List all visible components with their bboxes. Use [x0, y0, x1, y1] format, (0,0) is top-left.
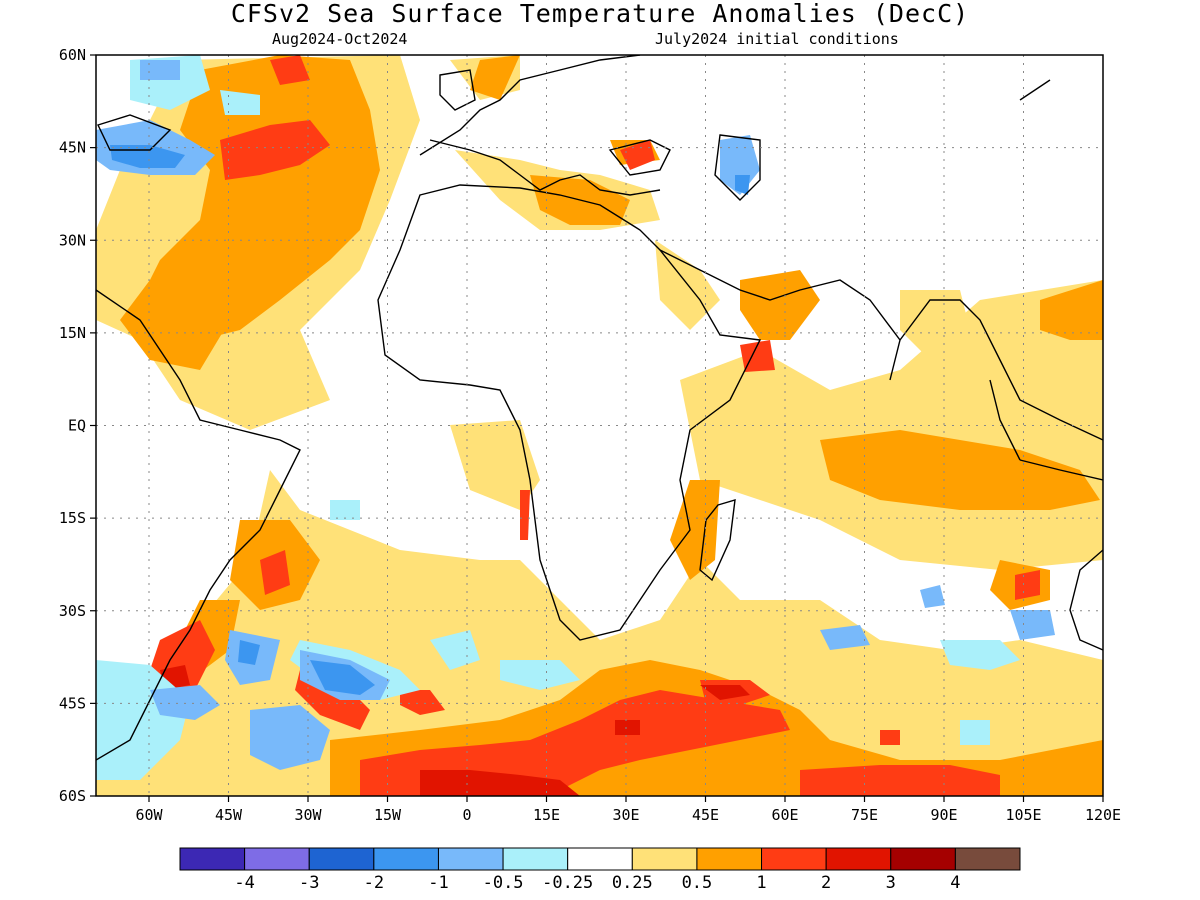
colorbar-swatch — [696, 847, 763, 871]
colorbar-label: -1 — [428, 873, 448, 893]
lon-tick-label: 45W — [215, 806, 243, 824]
colorbar-swatch — [890, 847, 956, 871]
lon-tick-label: 75E — [851, 806, 878, 824]
forecast-period: Aug2024-Oct2024 — [272, 30, 408, 48]
colorbar-label: 4 — [950, 873, 960, 893]
colorbar-swatch — [502, 847, 569, 871]
colorbar-swatch — [437, 847, 504, 871]
colorbar-swatch — [244, 847, 310, 871]
lon-tick-label: 60W — [135, 806, 163, 824]
lat-tick-label: 15N — [59, 324, 86, 342]
anomaly-fields — [96, 55, 1103, 796]
initial-conditions: July2024 initial conditions — [655, 30, 899, 48]
colorbar-swatch — [179, 847, 246, 871]
map-title: CFSv2 Sea Surface Temperature Anomalies … — [230, 0, 970, 28]
colorbar-label: -2 — [364, 873, 384, 893]
lat-tick-label: 30S — [59, 602, 86, 620]
lon-tick-label: 90E — [930, 806, 957, 824]
lat-tick-label: 60N — [59, 46, 86, 64]
colorbar-label: 2 — [821, 873, 831, 893]
lon-tick-label: 120E — [1085, 806, 1121, 824]
colorbar-label: 3 — [886, 873, 896, 893]
axis-ticks: 60N 45N 30N 15N EQ 15S 30S 45S 60S 60W 45W 30W 15W 0 1… — [59, 46, 1121, 824]
lon-tick-label: 105E — [1005, 806, 1041, 824]
lat-tick-label: 15S — [59, 509, 86, 527]
colorbar-swatch — [761, 847, 827, 871]
lon-tick-label: 45E — [692, 806, 719, 824]
colorbar: -4 -3 -2 -1 -0.5 -0.25 0.25 0.5 1 2 3 4 — [179, 847, 1021, 893]
lat-lon-grid — [96, 55, 1103, 796]
lon-tick-label: 30W — [294, 806, 322, 824]
colorbar-swatch — [308, 847, 375, 871]
colorbar-label: -4 — [234, 873, 254, 893]
colorbar-swatch — [825, 847, 892, 871]
colorbar-label: -3 — [299, 873, 319, 893]
colorbar-label: 0.5 — [682, 873, 713, 893]
lat-tick-label: 60S — [59, 787, 86, 805]
colorbar-label: -0.25 — [542, 873, 593, 893]
colorbar-label: 1 — [756, 873, 766, 893]
lon-tick-label: 30E — [612, 806, 639, 824]
lon-tick-label: 15W — [374, 806, 402, 824]
colorbar-swatch — [373, 847, 439, 871]
colorbar-swatch — [954, 847, 1021, 871]
colorbar-label: -0.5 — [483, 873, 524, 893]
colorbar-label: 0.25 — [612, 873, 653, 893]
lat-tick-label: 30N — [59, 231, 86, 249]
colorbar-swatch — [567, 847, 633, 871]
lat-tick-label: EQ — [68, 417, 86, 435]
colorbar-swatch — [631, 847, 698, 871]
coastlines — [96, 55, 1103, 761]
lat-tick-label: 45S — [59, 694, 86, 712]
lon-tick-label: 60E — [771, 806, 798, 824]
lon-tick-label: 0 — [462, 806, 471, 824]
lat-tick-label: 45N — [59, 139, 86, 157]
lon-tick-label: 15E — [533, 806, 560, 824]
